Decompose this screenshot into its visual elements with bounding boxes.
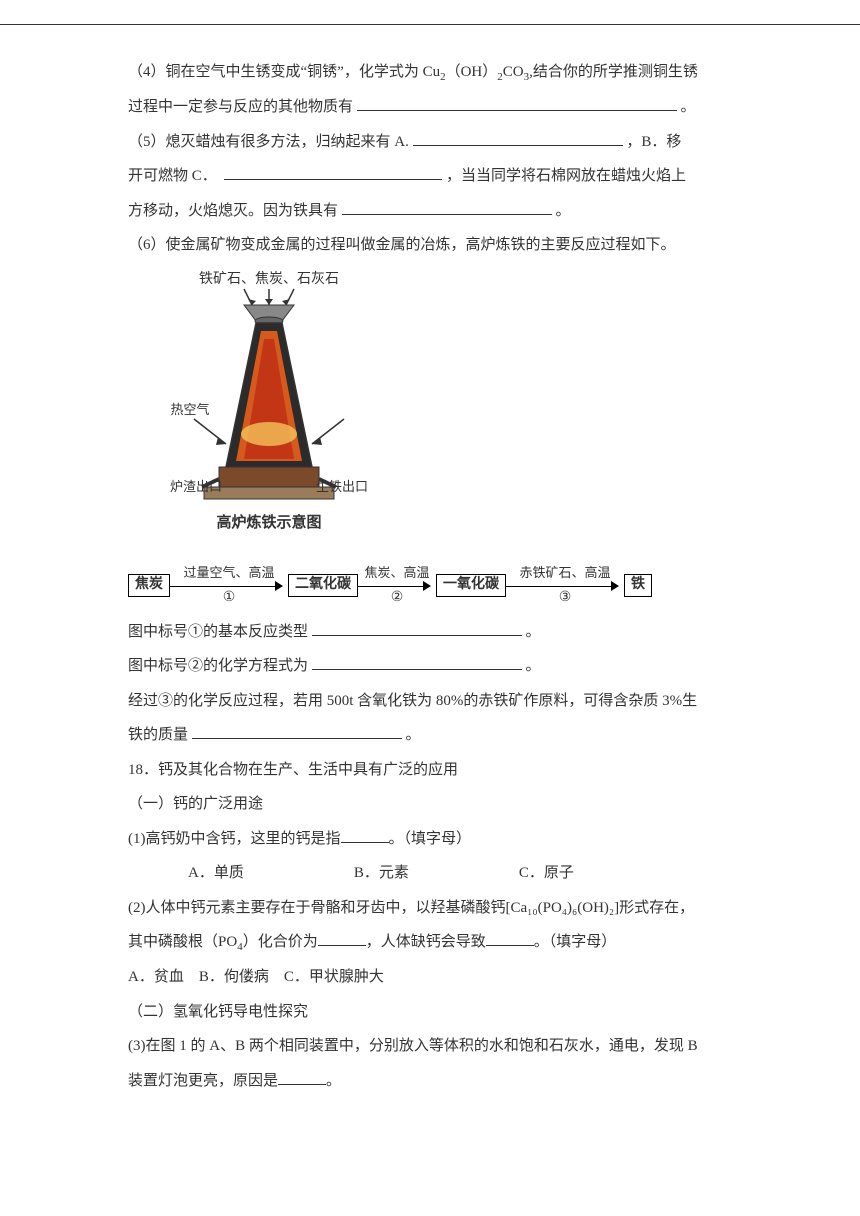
flow-box-0: 焦炭: [128, 574, 170, 596]
q18-p2-l1: (2)人体中钙元素主要存在于骨骼和牙齿中，以羟基磷酸钙[Ca₁₀(PO₄)₆(O…: [128, 891, 750, 926]
q5-line3: 方移动，火焰熄灭。因为铁具有 。: [128, 194, 750, 229]
flow-arrow-3: 赤铁矿石、高温 ③: [506, 566, 624, 604]
furnace-top-label: 铁矿石、焦炭、石灰石: [199, 271, 339, 287]
blank-q5-c[interactable]: [224, 164, 442, 180]
q6-line-b: 图中标号②的化学方程式为 。: [128, 649, 750, 684]
q18-title: 18．钙及其化合物在生产、生活中具有广泛的应用: [128, 753, 750, 788]
q18-s1-title: （一）钙的广泛用途: [128, 787, 750, 822]
blank-q6-b[interactable]: [312, 654, 522, 670]
furnace-hot-air-label: 热空气: [170, 402, 209, 417]
q18-p3-l1: (3)在图 1 的 A、B 两个相同装置中，分别放入等体积的水和饱和石灰水，通电…: [128, 1029, 750, 1064]
flow-arrow-2: 焦炭、高温 ②: [358, 566, 436, 604]
flow-box-3: 铁: [624, 574, 652, 596]
furnace-diagram: 铁矿石、焦炭、石灰石: [164, 269, 750, 553]
q18-p1: (1)高钙奶中含钙，这里的钙是指。（填字母）: [128, 822, 750, 857]
blank-q6-a[interactable]: [312, 620, 522, 636]
blank-q5-fe[interactable]: [342, 199, 552, 215]
q18-p2-opts: A．贫血 B．佝偻病 C．甲状腺肿大: [128, 960, 750, 995]
q4-line2: 过程中一定参与反应的其他物质有 。: [128, 90, 750, 125]
opt-c: C．原子: [519, 856, 574, 891]
q5-line2: 开可燃物 C． ，当当同学将石棉网放在蜡烛火焰上: [128, 159, 750, 194]
furnace-caption: 高炉炼铁示意图: [216, 513, 321, 531]
flow-box-2: 一氧化碳: [436, 574, 506, 596]
flow-box-1: 二氧化碳: [288, 574, 358, 596]
blank-q6-c[interactable]: [192, 723, 402, 739]
q5-line1: （5）熄灭蜡烛有很多方法，归纳起来有 A. ，B．移: [128, 125, 750, 160]
flow-diagram: 焦炭 过量空气、高温 ① 二氧化碳 焦炭、高温 ② 一氧化碳 赤铁矿石、高温 ③…: [128, 566, 750, 604]
furnace-slag-label: 炉渣出口: [170, 479, 222, 494]
q6-line-c2: 铁的质量 。: [128, 718, 750, 753]
q4-text: （4）铜在空气中生锈变成“铜锈”，化学式为 Cu2（OH）2CO3,结合你的所学…: [128, 55, 750, 90]
q18-p3-l2: 装置灯泡更亮，原因是。: [128, 1064, 750, 1099]
q18-p1-options: A．单质 B．元素 C．原子: [188, 856, 750, 891]
blank-q4[interactable]: [357, 95, 677, 111]
flow-arrow-1: 过量空气、高温 ①: [170, 566, 288, 604]
furnace-svg: 铁矿石、焦炭、石灰石: [164, 269, 374, 539]
opt-b: B．元素: [354, 856, 409, 891]
blank-q18-1[interactable]: [341, 827, 389, 843]
blank-q18-2b[interactable]: [486, 930, 534, 946]
blank-q18-2a[interactable]: [318, 930, 366, 946]
blank-q5-a[interactable]: [413, 130, 623, 146]
blank-q18-3[interactable]: [278, 1069, 326, 1085]
furnace-iron-label: 生铁出口: [316, 479, 368, 494]
q18-s2-title: （二）氢氧化钙导电性探究: [128, 995, 750, 1030]
opt-a: A．单质: [188, 856, 244, 891]
q6-intro: （6）使金属矿物变成金属的过程叫做金属的冶炼，高炉炼铁的主要反应过程如下。: [128, 228, 750, 263]
q18-p2-l2: 其中磷酸根（PO4）化合价为，人体缺钙会导致。（填字母）: [128, 925, 750, 960]
q6-line-a: 图中标号①的基本反应类型 。: [128, 615, 750, 650]
q6-line-c1: 经过③的化学反应过程，若用 500t 含氧化铁为 80%的赤铁矿作原料，可得含杂…: [128, 684, 750, 719]
